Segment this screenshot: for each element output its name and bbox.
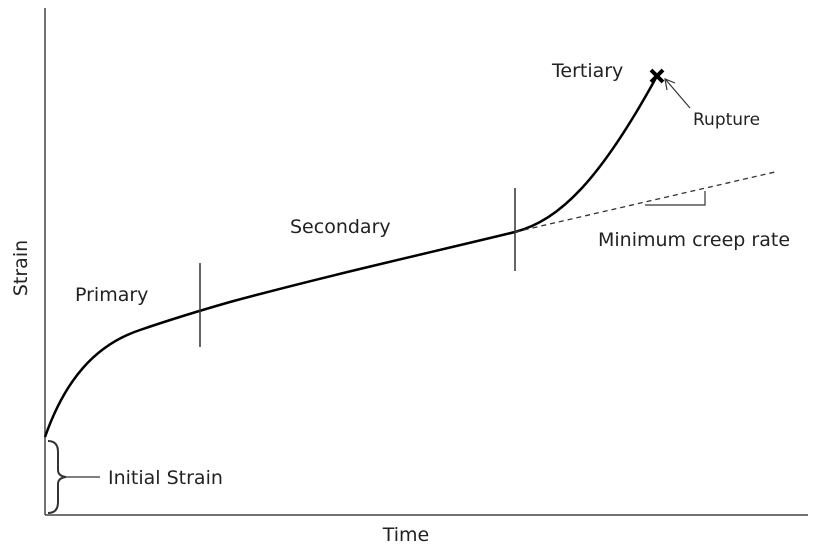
stage-label: Secondary bbox=[290, 216, 391, 238]
rupture-arrow bbox=[665, 79, 691, 109]
rupture-label: Rupture bbox=[693, 110, 760, 130]
y-axis-label: Strain bbox=[10, 240, 32, 296]
rupture-marker bbox=[649, 68, 665, 84]
min-rate-line bbox=[514, 171, 776, 233]
min-rate-label: Minimum creep rate bbox=[598, 229, 790, 251]
arrow-head bbox=[664, 78, 676, 91]
stage-label: Primary bbox=[75, 284, 148, 306]
brace bbox=[47, 440, 67, 514]
x-axis-label: Time bbox=[382, 524, 430, 546]
slope-triangle bbox=[645, 191, 706, 206]
initial-strain-label: Initial Strain bbox=[108, 467, 223, 489]
stage-label: Tertiary bbox=[551, 60, 623, 82]
creep-curve bbox=[43, 75, 659, 438]
